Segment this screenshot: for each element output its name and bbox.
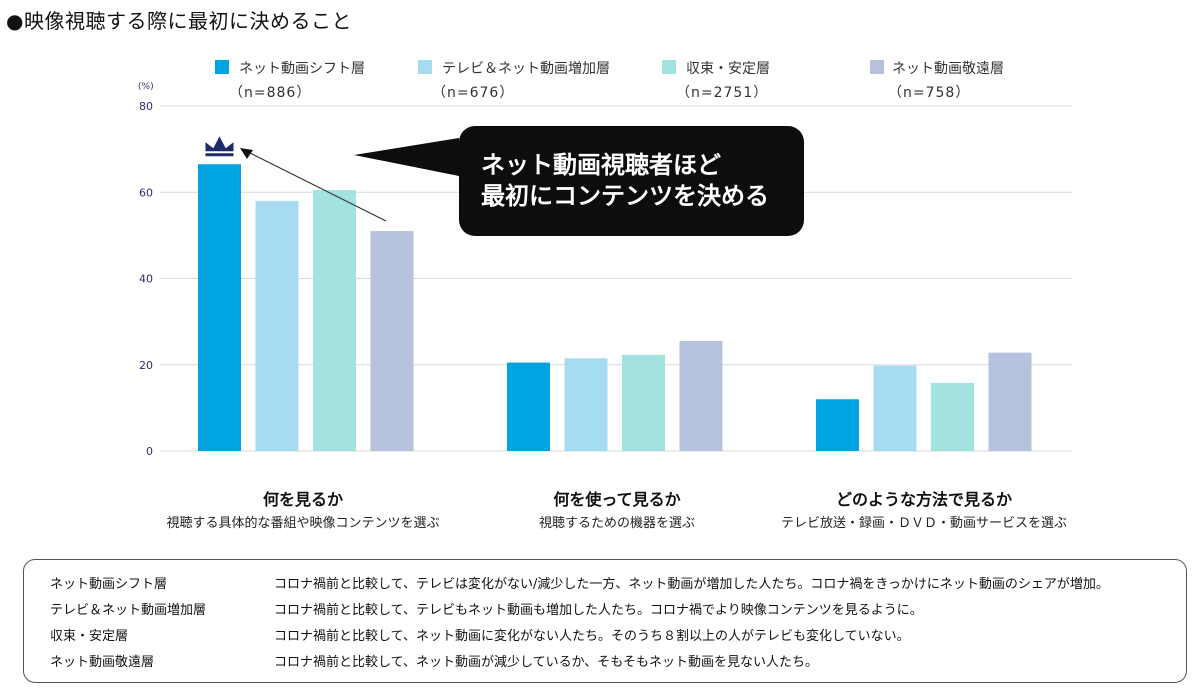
description-row: ネット動画敬遠層 コロナ禍前と比較して、ネット動画が減少しているか、そもそもネッ… [24,651,1186,677]
annotation-line-2: 最初にコンテンツを決める [481,182,769,210]
bar [564,358,608,451]
bar-layer [198,164,1032,451]
description-row: ネット動画シフト層 コロナ禍前と比較して、テレビは変化がない/減少した一方、ネッ… [24,573,1186,599]
y-tick-label: 20 [139,359,153,372]
y-axis-unit: (%) [138,82,154,92]
y-tick-label: 0 [146,445,153,458]
legend-label: テレビ＆ネット動画増加層 [442,61,610,77]
legend-count: （n=886） [229,85,312,101]
bar [679,341,723,451]
category-subtitle: 視聴する具体的な番組や映像コンテンツを選ぶ [166,516,440,531]
description-row: 収束・安定層 コロナ禍前と比較して、ネット動画に変化がない人たち。そのうち８割以… [24,625,1186,651]
description-name: ネット動画シフト層 [50,577,168,592]
comparison-arrow [240,148,387,222]
callout-arrow [354,138,459,176]
legend-swatch [215,60,229,74]
description-name: 収束・安定層 [50,629,129,644]
description-row: テレビ＆ネット動画増加層 コロナ禍前と比較して、テレビもネット動画も増加した人た… [24,599,1186,625]
legend-swatch [870,60,884,74]
bar [988,352,1032,451]
description-name: ネット動画敬遠層 [50,655,155,670]
description-name: テレビ＆ネット動画増加層 [50,603,207,618]
annotation-callout: ネット動画視聴者ほど 最初にコンテンツを決める [459,126,804,236]
bar [507,362,550,451]
bar [198,164,241,451]
bar-chart: 0 20 40 60 80 [139,100,1072,458]
bar [313,190,356,451]
annotation-text: ネット動画視聴者ほど 最初にコンテンツを決める [481,150,769,212]
category-title: 何を使って見るか [553,490,681,509]
y-tick-label: 80 [139,100,153,113]
category-subtitle: 視聴するための機器を選ぶ [538,516,695,531]
category-title: 何を見るか [262,490,343,509]
y-tick-layer: 0 20 40 60 80 [139,100,153,458]
category-title: どのような方法で見るか [835,490,1012,509]
description-text: コロナ禍前と比較して、ネット動画が減少しているか、そもそもネット動画を見ない人た… [274,655,819,670]
crown-icon [205,136,234,157]
legend-label: 収束・安定層 [686,61,770,77]
description-text: コロナ禍前と比較して、ネット動画に変化がない人たち。そのうち８割以上の人がテレビ… [274,629,910,644]
legend-label: ネット動画敬遠層 [892,61,1004,77]
y-tick-label: 60 [139,186,153,199]
icon-layer [205,136,234,157]
bar [370,231,414,451]
legend-swatch [418,60,432,74]
bar [931,382,974,451]
legend-swatch [662,60,676,74]
bar [873,365,917,451]
description-text: コロナ禍前と比較して、テレビもネット動画も増加した人たち。コロナ禍でより映像コン… [274,603,923,618]
bar [255,200,299,451]
annotation-line-1: ネット動画視聴者ほど [481,151,721,179]
y-tick-label: 40 [139,273,153,286]
segment-description-box: ネット動画シフト層 コロナ禍前と比較して、テレビは変化がない/減少した一方、ネッ… [23,559,1187,683]
legend-label: ネット動画シフト層 [239,61,365,77]
legend-count: （n=758） [888,85,971,101]
category-subtitle: テレビ放送・録画・ＤＶＤ・動画サービスを選ぶ [780,516,1067,531]
bar [816,399,859,451]
legend-count: （n=2751） [676,85,769,101]
bar [622,354,665,451]
legend-count: （n=676） [432,85,515,101]
description-text: コロナ禍前と比較して、テレビは変化がない/減少した一方、ネット動画が増加した人た… [274,577,1109,592]
page-title: ●映像視聴する際に最初に決めること [6,9,352,33]
